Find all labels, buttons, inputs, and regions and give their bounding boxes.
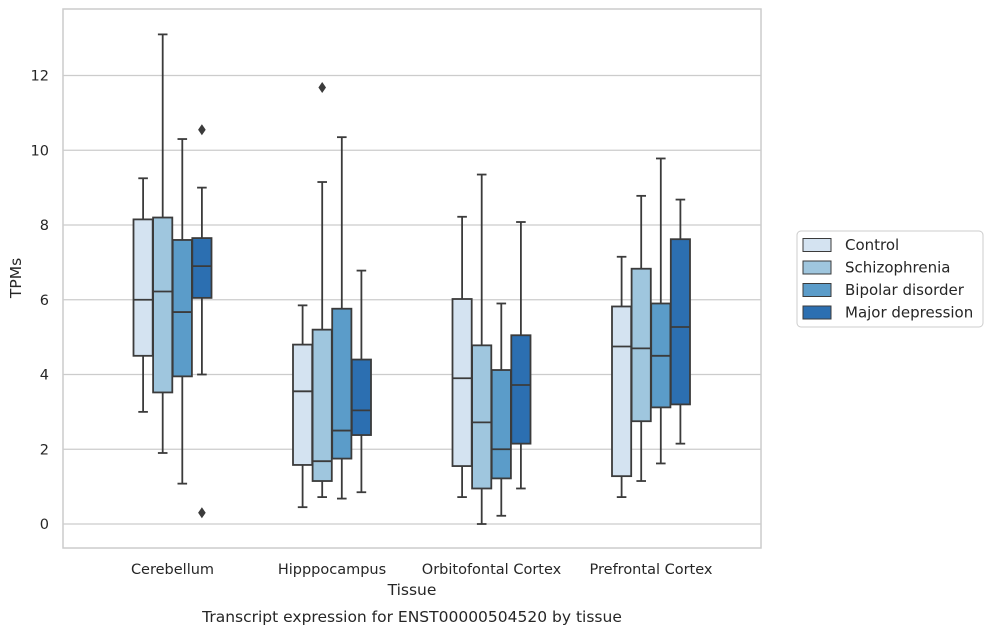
- chart-caption: Transcript expression for ENST0000050452…: [201, 608, 622, 626]
- box-plot: [331, 136, 353, 500]
- box: [669, 238, 691, 406]
- y-tick-label: 12: [31, 69, 49, 85]
- box-plot: [669, 198, 691, 445]
- box-plots: [132, 33, 691, 525]
- box: [451, 298, 473, 467]
- outlier-point: [198, 124, 206, 136]
- legend-label: Control: [845, 236, 899, 254]
- x-tick-label: Prefrontal Cortex: [590, 562, 713, 578]
- legend-swatch: [802, 260, 832, 275]
- legend-label: Schizophrenia: [845, 259, 950, 277]
- box-plot: [350, 269, 372, 494]
- y-tick-label: 6: [40, 293, 49, 309]
- outlier-point: [198, 507, 206, 519]
- box: [152, 216, 174, 394]
- box: [331, 307, 353, 460]
- legend-swatch: [802, 305, 832, 320]
- y-tick-label: 8: [40, 218, 49, 234]
- plot-frame: [62, 8, 762, 549]
- legend-label: Bipolar disorder: [845, 281, 965, 299]
- box: [292, 343, 314, 466]
- y-tick-label: 4: [40, 368, 49, 384]
- box-plot: [132, 177, 154, 413]
- box: [311, 328, 333, 482]
- box-plot: [490, 302, 512, 517]
- box: [171, 239, 193, 378]
- x-tick-label: Orbitofontal Cortex: [422, 562, 562, 578]
- legend-frame: [796, 230, 984, 328]
- box: [630, 267, 652, 423]
- y-tick-labels: 0 2 4 6 8 10 12: [31, 69, 49, 534]
- x-tick-labels: Cerebellum Hipppocampus Orbitofontal Corte…: [131, 562, 713, 578]
- x-tick-label: Hipppocampus: [278, 562, 386, 578]
- box-plot: [510, 221, 532, 490]
- box: [490, 369, 512, 480]
- box: [191, 237, 213, 299]
- box-plot: [191, 124, 213, 519]
- box-plot: [650, 157, 672, 465]
- y-tick-label: 10: [31, 143, 49, 159]
- y-tick-label: 0: [40, 517, 49, 533]
- legend-swatch: [802, 283, 832, 297]
- legend-swatch: [802, 238, 832, 252]
- y-tick-label: 2: [40, 442, 49, 458]
- x-axis-label: Tissue: [387, 581, 437, 599]
- box: [471, 344, 493, 490]
- box-plot: [171, 138, 193, 485]
- outlier-point: [318, 81, 326, 93]
- box: [611, 305, 633, 478]
- box-plot: [471, 173, 493, 525]
- box: [350, 358, 372, 436]
- box: [510, 334, 532, 445]
- legend: Control Schizophrenia Bipolar disorder Majo…: [796, 230, 984, 328]
- x-tick-label: Cerebellum: [131, 562, 214, 578]
- box: [132, 218, 154, 357]
- legend-label: Major depression: [845, 304, 973, 322]
- y-axis-label: TPMs: [7, 258, 25, 299]
